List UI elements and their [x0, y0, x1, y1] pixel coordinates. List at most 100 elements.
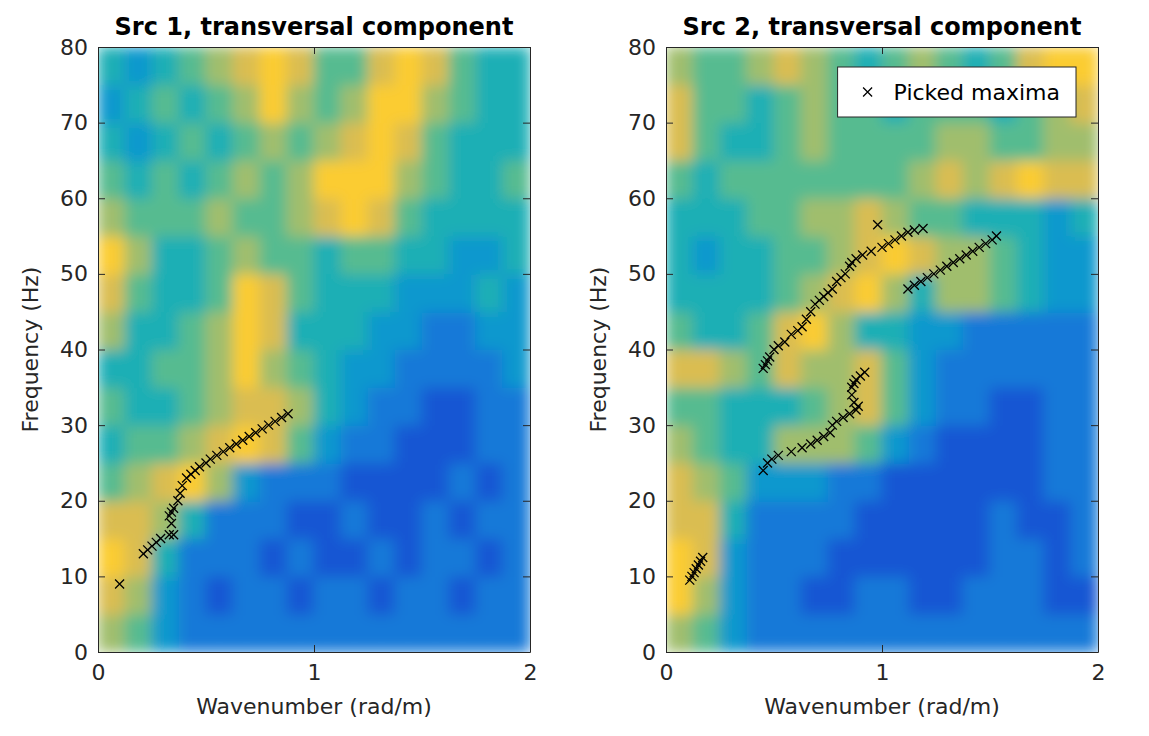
- heat-cell: [1071, 349, 1099, 388]
- tick: [1091, 123, 1098, 124]
- heat-cell: [287, 538, 315, 577]
- heat-cell: [233, 122, 261, 161]
- heat-cell: [422, 462, 450, 501]
- heat-cell: [1044, 273, 1072, 312]
- heat-cell: [503, 387, 531, 426]
- heat-cell: [476, 349, 504, 388]
- heat-cell: [855, 425, 883, 464]
- tick: 20: [628, 488, 673, 513]
- tick-label: 1: [308, 660, 322, 685]
- heat-cell: [1017, 273, 1045, 312]
- heat-cell: [666, 500, 694, 539]
- heat-cell: [666, 425, 694, 464]
- heat-cell: [774, 198, 802, 237]
- heat-cell: [233, 349, 261, 388]
- legend: Picked maxima: [838, 67, 1076, 117]
- heat-cell: [720, 84, 748, 123]
- heat-cell: [422, 198, 450, 237]
- heat-cell: [179, 311, 207, 350]
- heat-cell: [666, 236, 694, 275]
- heat-cell: [206, 122, 234, 161]
- heat-cell: [936, 500, 964, 539]
- heat-cell: [206, 425, 234, 464]
- heat-cell: [666, 387, 694, 426]
- heat-cell: [233, 387, 261, 426]
- heat-cell: [260, 538, 288, 577]
- marker-point: [849, 398, 858, 407]
- heat-cell: [1071, 311, 1099, 350]
- heat-cell: [828, 614, 856, 652]
- heat-cell: [314, 273, 342, 312]
- heat-cell: [747, 462, 775, 501]
- heat-cell: [936, 387, 964, 426]
- heat-cell: [747, 47, 775, 85]
- heat-cell: [1071, 387, 1099, 426]
- heat-cell: [747, 387, 775, 426]
- heat-cell: [990, 614, 1018, 652]
- heat-cell: [855, 236, 883, 275]
- tick: [523, 576, 530, 577]
- heat-cell: [503, 47, 531, 85]
- heat-cell: [882, 614, 910, 652]
- tick: 0: [642, 640, 673, 665]
- tick: 10: [60, 564, 105, 589]
- heat-cell: [990, 349, 1018, 388]
- heat-cell: [152, 614, 180, 652]
- tick-label: 40: [628, 337, 656, 362]
- heat-cell: [179, 122, 207, 161]
- tick: 80: [60, 35, 105, 60]
- heat-cell: [395, 425, 423, 464]
- heat-cell: [206, 614, 234, 652]
- marker-point: [919, 224, 928, 233]
- heat-cell: [747, 122, 775, 161]
- heat-cell: [1071, 122, 1099, 161]
- heat-cell: [1044, 576, 1072, 615]
- heat-cell: [125, 425, 153, 464]
- heat-cell: [693, 387, 721, 426]
- heat-cell: [1044, 425, 1072, 464]
- heat-cell: [422, 47, 450, 85]
- heat-cell: [936, 349, 964, 388]
- heat-cell: [395, 462, 423, 501]
- heat-cell: [341, 122, 369, 161]
- heat-cell: [720, 273, 748, 312]
- tick: 60: [60, 186, 105, 211]
- tick-label: 50: [628, 261, 656, 286]
- heat-cell: [449, 500, 477, 539]
- heat-cell: [1017, 576, 1045, 615]
- marker-point: [173, 496, 182, 505]
- heat-cell: [936, 576, 964, 615]
- heat-cell: [125, 614, 153, 652]
- tick-mark: [666, 198, 673, 199]
- heat-cell: [720, 349, 748, 388]
- legend-label: Picked maxima: [894, 80, 1060, 105]
- heat-cell: [125, 387, 153, 426]
- tick: [1091, 425, 1098, 426]
- heat-cell: [774, 425, 802, 464]
- heat-cell: [1071, 236, 1099, 275]
- tick-label: 10: [628, 564, 656, 589]
- heat-cell: [503, 160, 531, 199]
- heat-cell: [98, 349, 126, 388]
- heat-cell: [233, 198, 261, 237]
- heat-cell: [152, 387, 180, 426]
- heat-cell: [855, 614, 883, 652]
- heat-cell: [774, 84, 802, 123]
- heat-cell: [341, 273, 369, 312]
- tick-label: 0: [660, 660, 674, 685]
- heat-cell: [233, 160, 261, 199]
- heat-cell: [368, 576, 396, 615]
- y-axis-title: Frequency (Hz): [18, 267, 43, 433]
- heat-cell: [260, 614, 288, 652]
- heat-cell: [476, 500, 504, 539]
- tick-label: 2: [1092, 660, 1106, 685]
- heat-cell: [125, 349, 153, 388]
- tick-label: 20: [628, 488, 656, 513]
- heat-cell: [260, 198, 288, 237]
- tick: [1091, 47, 1098, 48]
- x-axis: 012: [660, 645, 1106, 685]
- heat-cell: [314, 462, 342, 501]
- tick-mark: [98, 198, 105, 199]
- tick: [1091, 350, 1098, 351]
- tick-label: 60: [60, 186, 88, 211]
